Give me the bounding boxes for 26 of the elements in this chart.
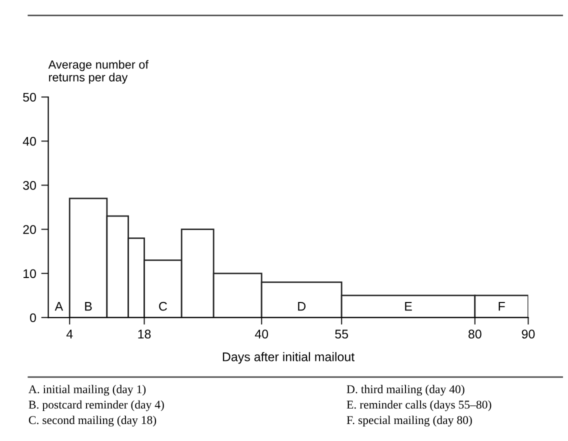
y-tick-label: 30 xyxy=(23,181,36,190)
text: A. initial mailing (day 1) xyxy=(28,384,146,396)
text: D. third mailing (day 40) xyxy=(346,384,464,396)
text: F. special mailing (day 80) xyxy=(346,416,472,427)
y-axis-title: Average number of returns per day xyxy=(48,60,148,84)
y-tick-label: 40 xyxy=(22,136,36,146)
x-tick-label: 55 xyxy=(335,330,348,339)
annotation: F xyxy=(498,302,505,311)
x-tick-label: 40 xyxy=(254,330,268,339)
x-tick-label: 80 xyxy=(468,330,482,339)
y-tick-label: 50 xyxy=(23,92,36,102)
y-tick-label: 0 xyxy=(30,313,36,322)
y-tick-label: 20 xyxy=(23,225,36,234)
text: C. second mailing (day 18) xyxy=(28,416,156,427)
annotation: B xyxy=(85,302,92,311)
annotation: D xyxy=(298,302,306,311)
x-tick-label: 90 xyxy=(522,330,535,339)
y-tick-label: 10 xyxy=(24,269,36,278)
x-tick-label: 4 xyxy=(66,330,73,338)
annotation: A xyxy=(54,302,64,311)
x-axis-title: Days after initial mailout xyxy=(222,352,355,364)
text: B. postcard reminder (day 4) xyxy=(28,400,164,412)
x-tick-label: 18 xyxy=(138,330,151,339)
annotation: E xyxy=(405,302,412,311)
annotation: C xyxy=(159,302,167,311)
text: E. reminder calls (days 55–80) xyxy=(346,400,492,412)
